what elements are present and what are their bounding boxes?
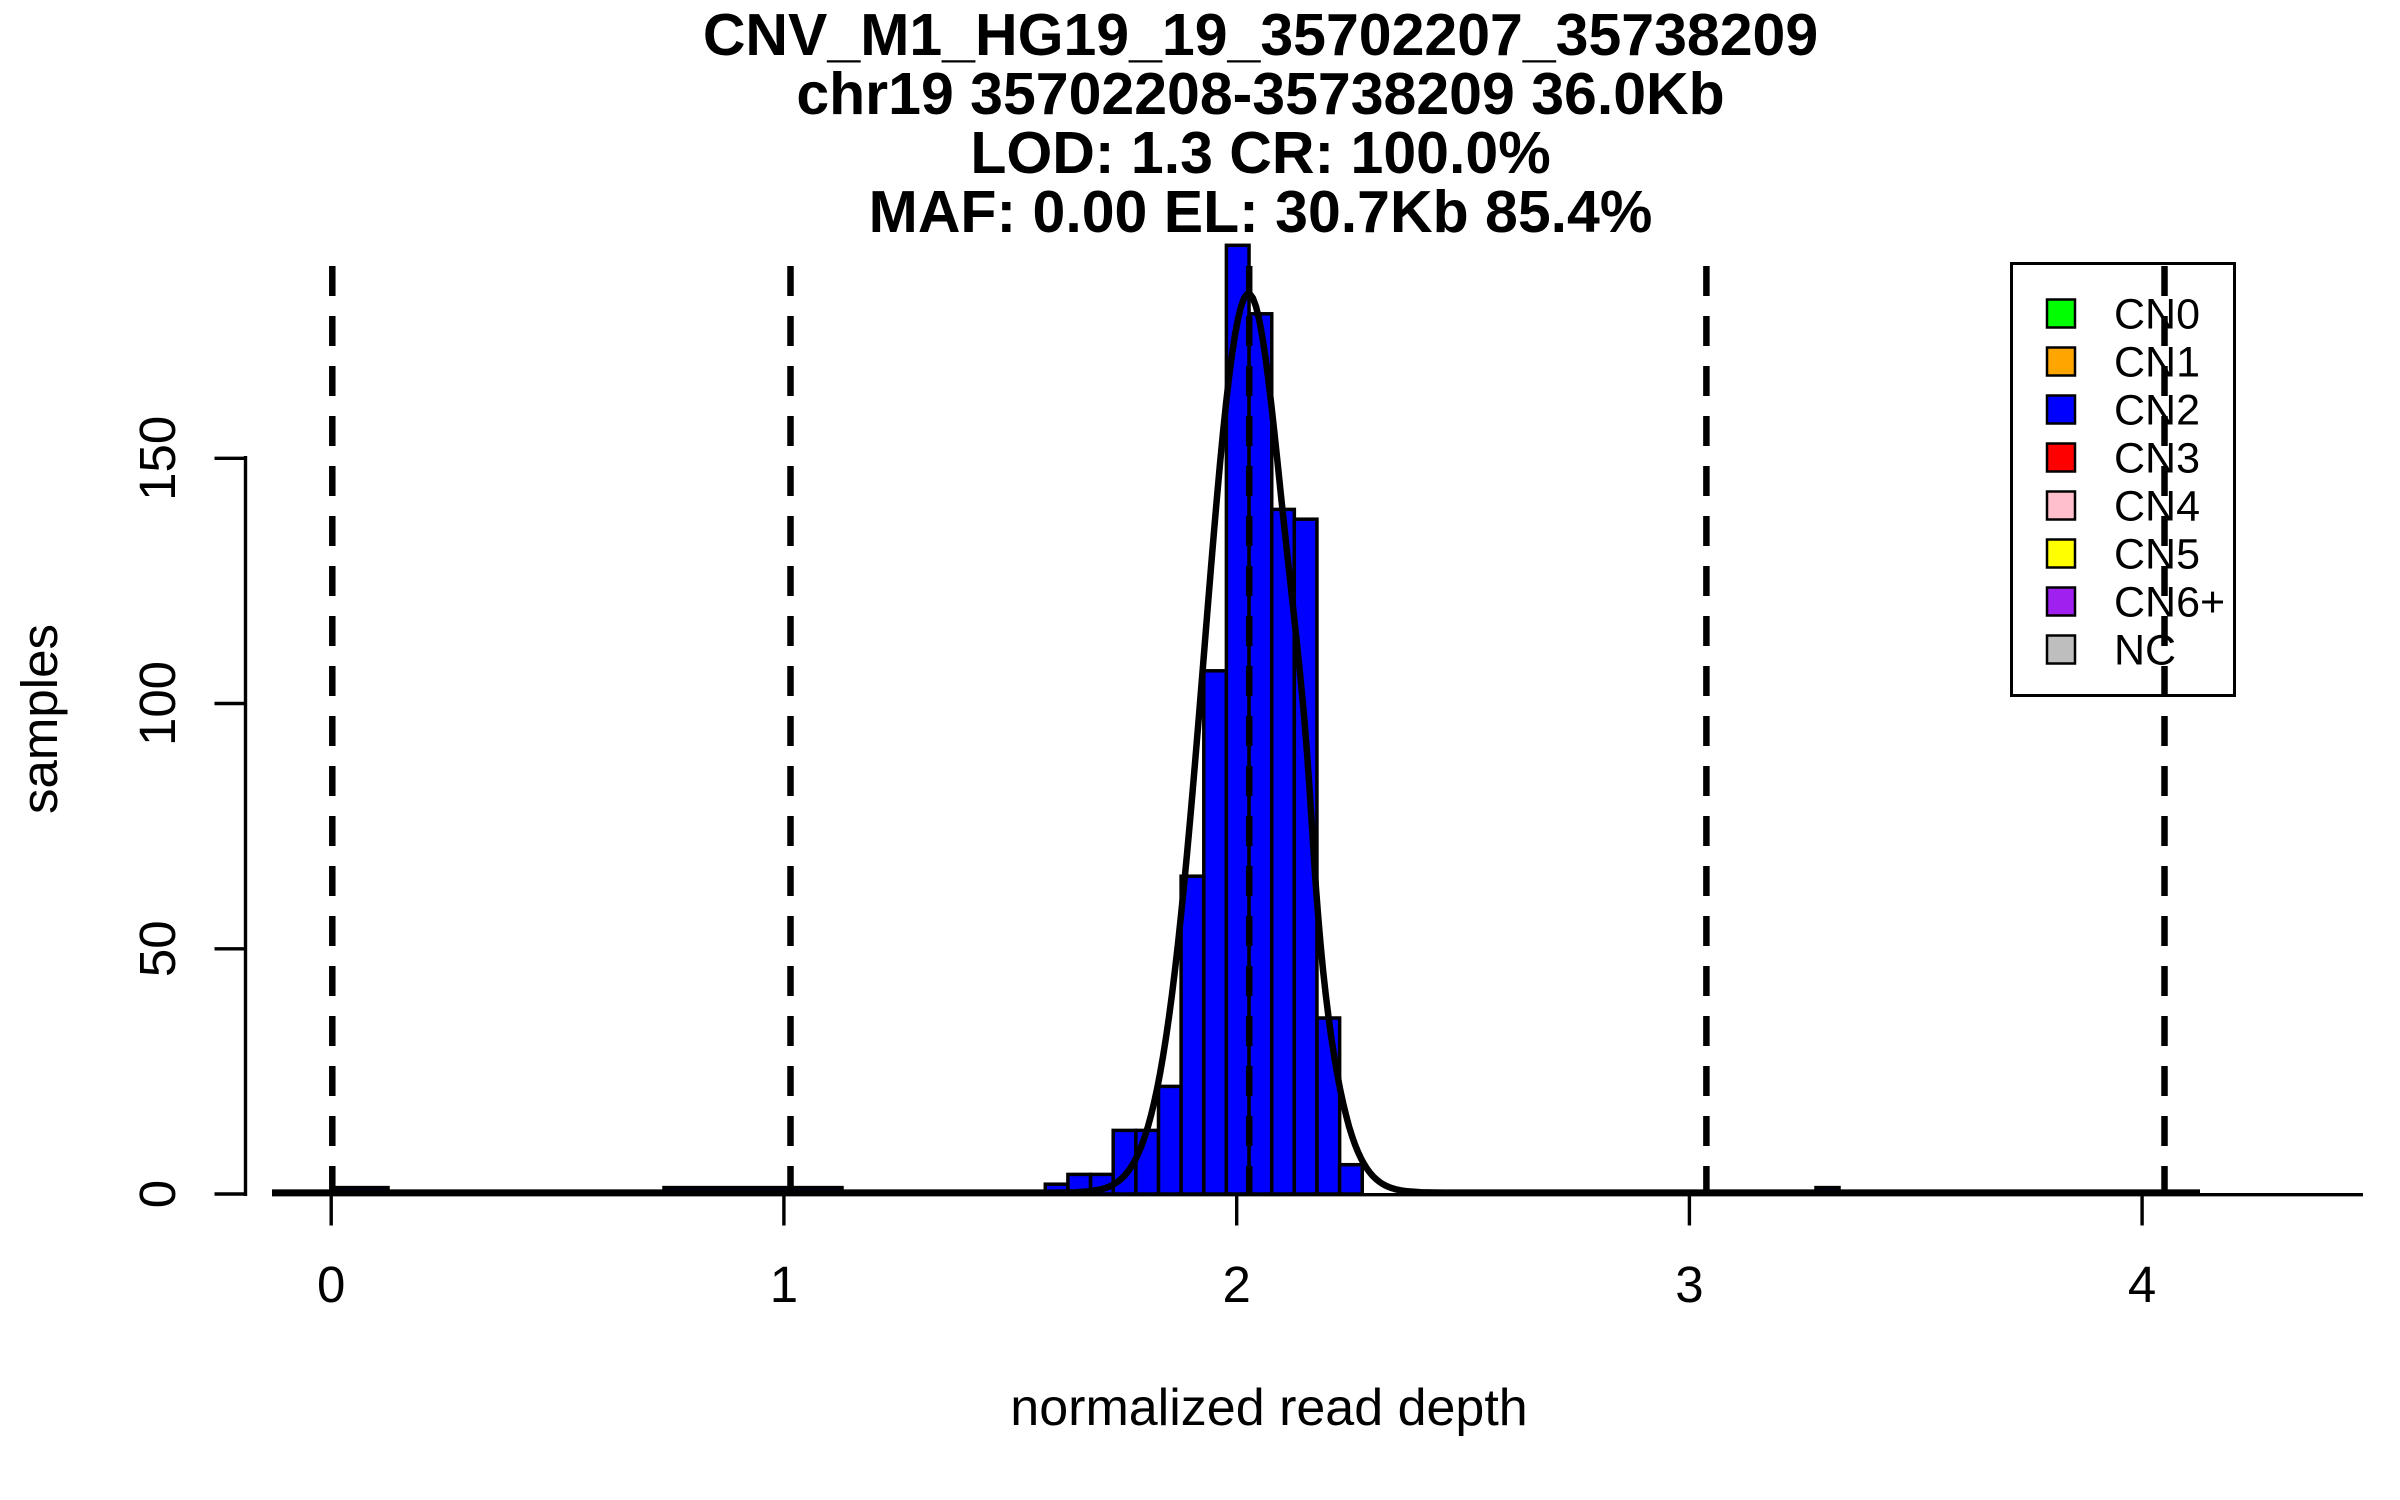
svg-text:1: 1 <box>770 1256 798 1313</box>
svg-text:3: 3 <box>1675 1256 1703 1313</box>
svg-text:CNV_M1_HG19_19_35702207_357382: CNV_M1_HG19_19_35702207_35738209 <box>703 2 1818 68</box>
svg-text:CN3: CN3 <box>2114 435 2200 483</box>
svg-text:4: 4 <box>2128 1256 2156 1313</box>
svg-text:0: 0 <box>317 1256 345 1313</box>
svg-text:CN4: CN4 <box>2114 483 2200 531</box>
svg-text:CN5: CN5 <box>2114 531 2200 579</box>
svg-text:100: 100 <box>129 661 186 746</box>
svg-text:CN6+: CN6+ <box>2114 579 2225 627</box>
svg-text:normalized read depth: normalized read depth <box>1010 1379 1527 1437</box>
svg-text:2: 2 <box>1223 1256 1251 1313</box>
svg-text:0: 0 <box>129 1180 186 1208</box>
svg-text:50: 50 <box>129 920 186 977</box>
svg-text:MAF: 0.00 EL: 30.7Kb 85.4%: MAF: 0.00 EL: 30.7Kb 85.4% <box>869 179 1653 245</box>
svg-text:CN0: CN0 <box>2114 291 2200 339</box>
svg-text:NC: NC <box>2114 627 2176 675</box>
svg-text:chr19 35702208-35738209 36.0Kb: chr19 35702208-35738209 36.0Kb <box>796 61 1724 127</box>
svg-text:150: 150 <box>129 416 186 501</box>
svg-text:CN2: CN2 <box>2114 387 2200 435</box>
svg-text:LOD: 1.3 CR: 100.0%: LOD: 1.3 CR: 100.0% <box>970 120 1550 186</box>
svg-text:CN1: CN1 <box>2114 339 2200 387</box>
svg-text:samples: samples <box>11 624 68 814</box>
